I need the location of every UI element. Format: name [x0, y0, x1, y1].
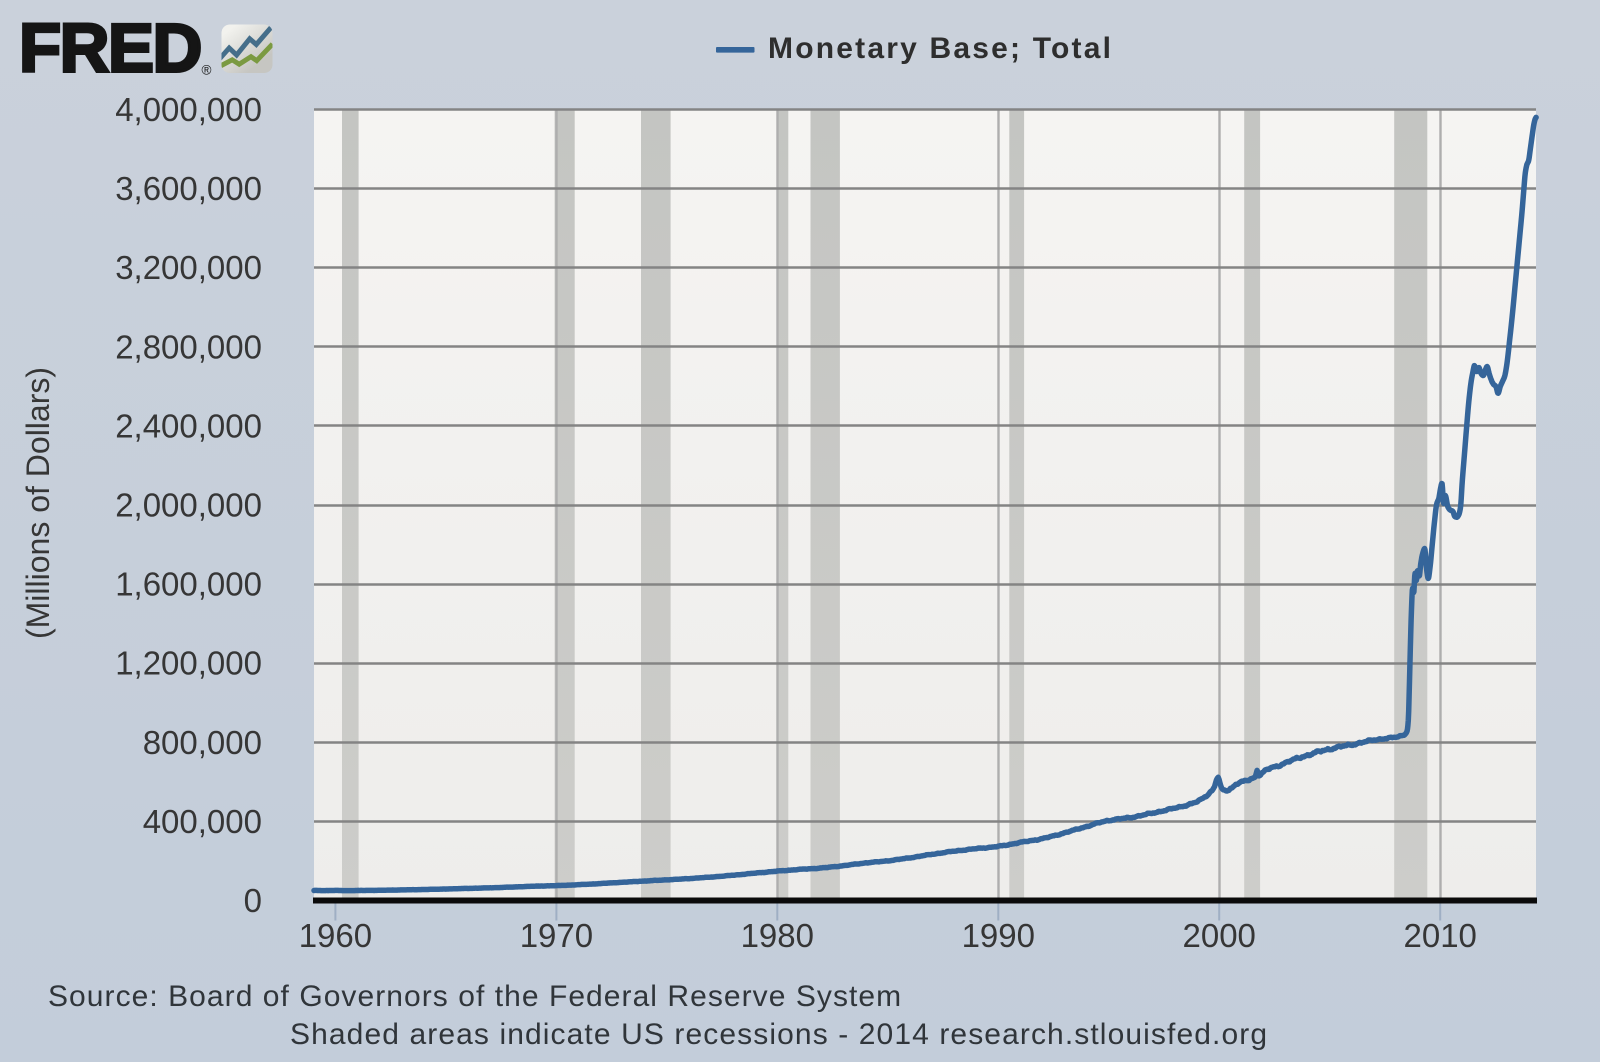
- svg-text:Monetary Base; Total: Monetary Base; Total: [768, 32, 1113, 65]
- svg-text:2,400,000: 2,400,000: [115, 407, 262, 444]
- svg-text:800,000: 800,000: [143, 724, 262, 761]
- svg-text:1,600,000: 1,600,000: [115, 566, 262, 603]
- svg-text:®: ®: [202, 63, 212, 78]
- svg-text:Shaded areas indicate US reces: Shaded areas indicate US recessions - 20…: [290, 1018, 1268, 1051]
- svg-text:4,000,000: 4,000,000: [115, 91, 262, 128]
- svg-text:Source: Board of Governors of: Source: Board of Governors of the Federa…: [48, 980, 902, 1013]
- svg-text:0: 0: [244, 882, 262, 919]
- svg-text:3,200,000: 3,200,000: [115, 249, 262, 286]
- svg-text:2010: 2010: [1403, 917, 1476, 954]
- svg-text:1,200,000: 1,200,000: [115, 645, 262, 682]
- svg-text:2,800,000: 2,800,000: [115, 328, 262, 365]
- svg-text:2,000,000: 2,000,000: [115, 487, 262, 524]
- svg-text:400,000: 400,000: [143, 803, 262, 840]
- svg-text:1960: 1960: [299, 917, 372, 954]
- svg-text:FRED: FRED: [19, 10, 201, 87]
- svg-text:2000: 2000: [1182, 917, 1255, 954]
- svg-text:3,600,000: 3,600,000: [115, 170, 262, 207]
- svg-text:1970: 1970: [520, 917, 593, 954]
- svg-text:1980: 1980: [741, 917, 814, 954]
- svg-text:1990: 1990: [962, 917, 1035, 954]
- svg-text:(Millions of Dollars): (Millions of Dollars): [20, 367, 56, 639]
